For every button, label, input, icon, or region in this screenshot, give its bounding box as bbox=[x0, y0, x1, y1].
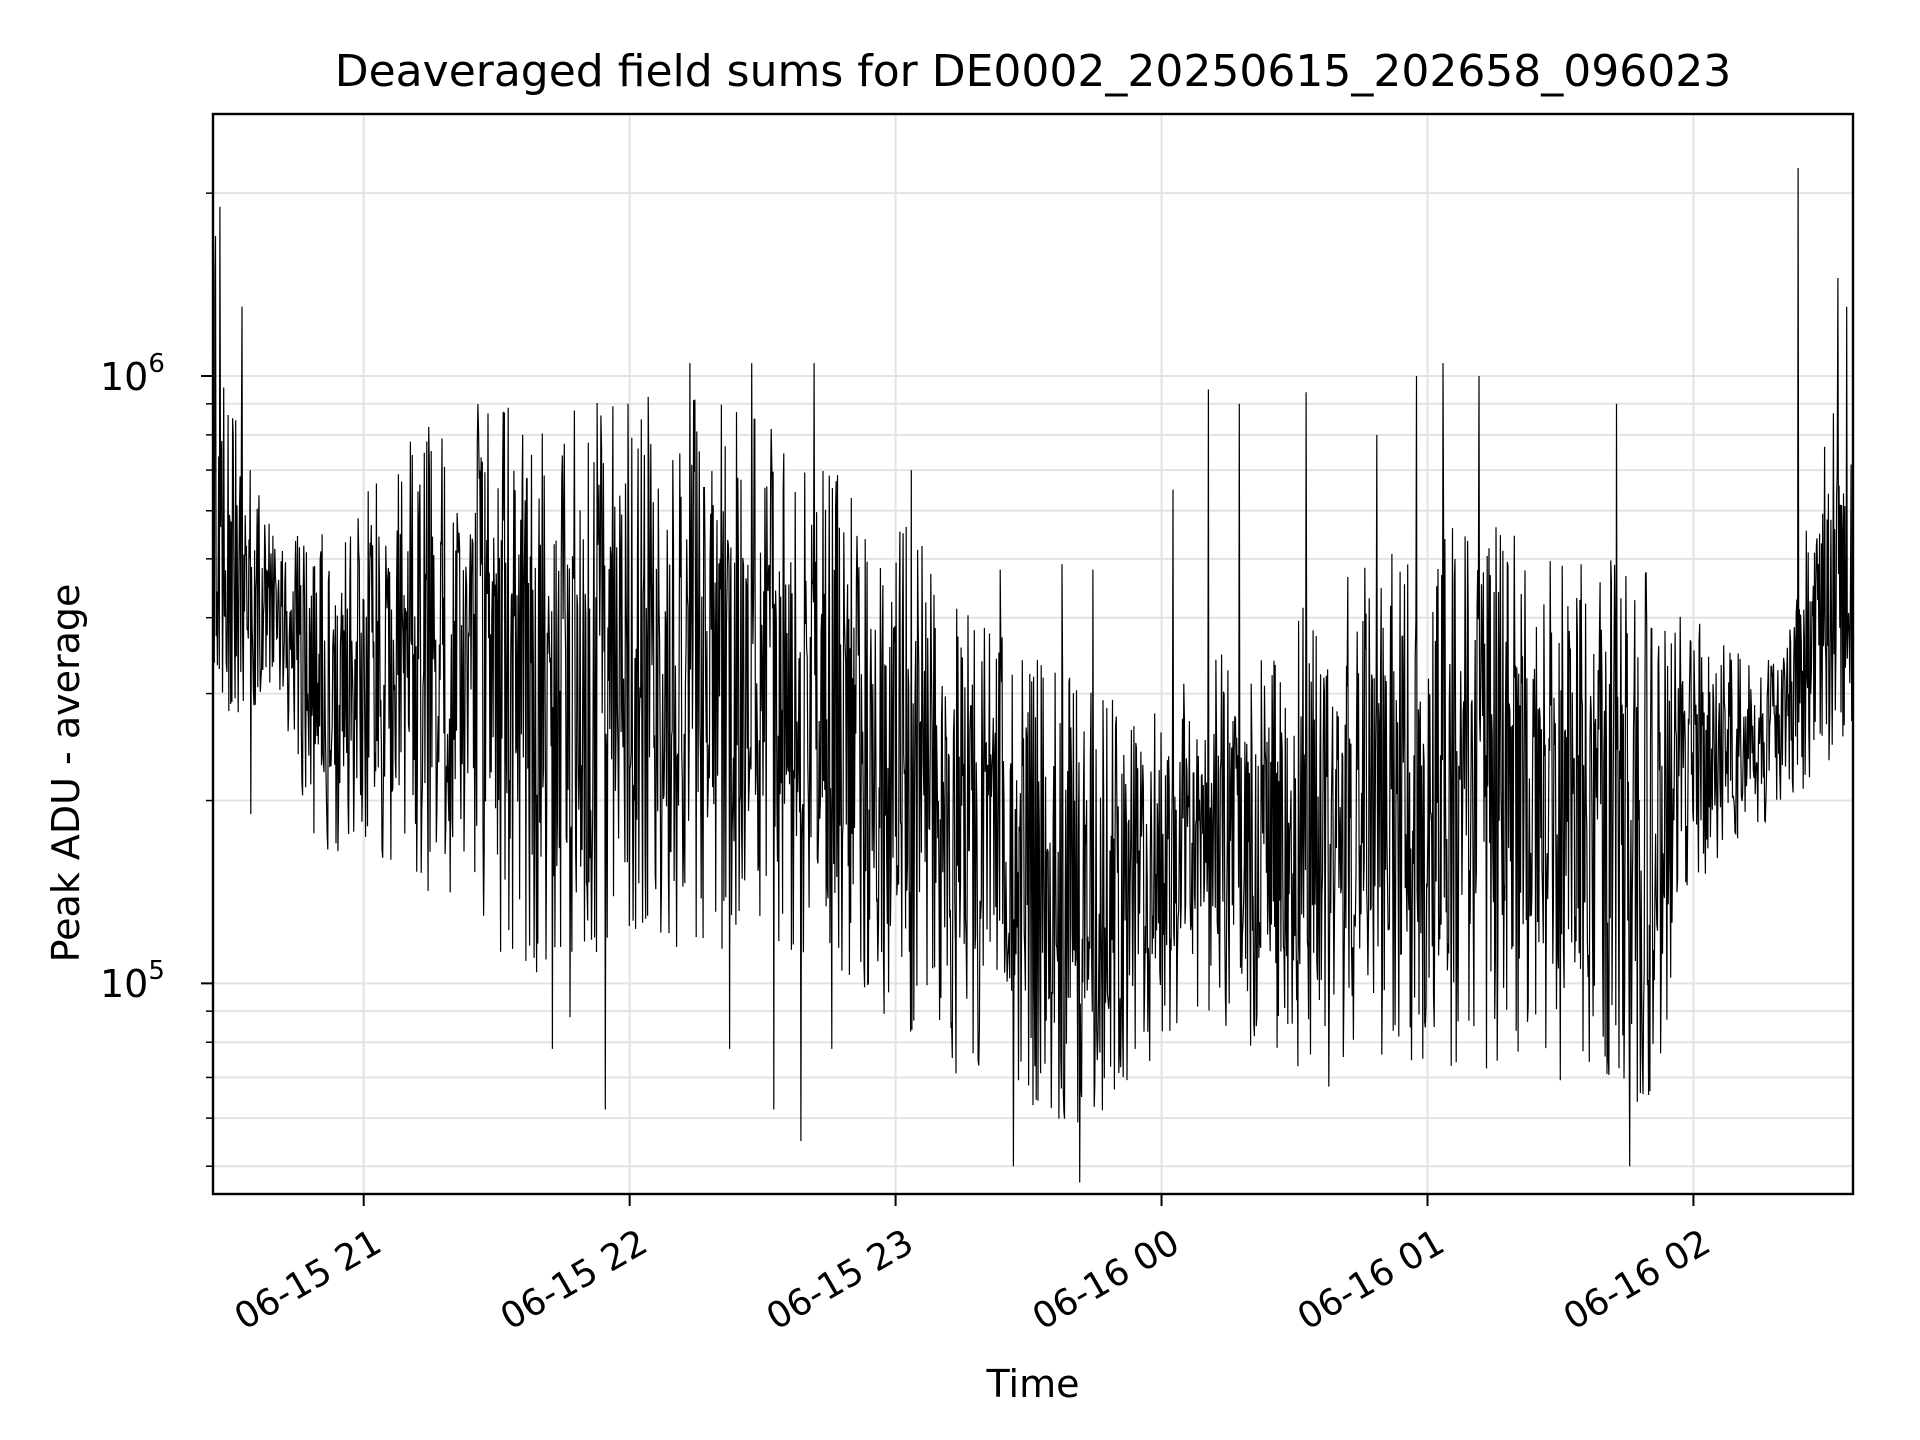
plot-area-frame bbox=[211, 112, 1855, 1196]
series-line bbox=[212, 167, 1854, 1183]
y-axis-label: Peak ADU - average bbox=[44, 583, 88, 963]
data-series-peak-adu bbox=[212, 167, 1854, 1183]
axis-ticks bbox=[201, 192, 1695, 1206]
y-tick-label: 105 bbox=[100, 956, 165, 1007]
y-tick-label: 106 bbox=[100, 349, 165, 399]
chart-title: Deaveraged field sums for DE0002_2025061… bbox=[334, 46, 1732, 97]
x-axis-label: Time bbox=[986, 1362, 1080, 1406]
